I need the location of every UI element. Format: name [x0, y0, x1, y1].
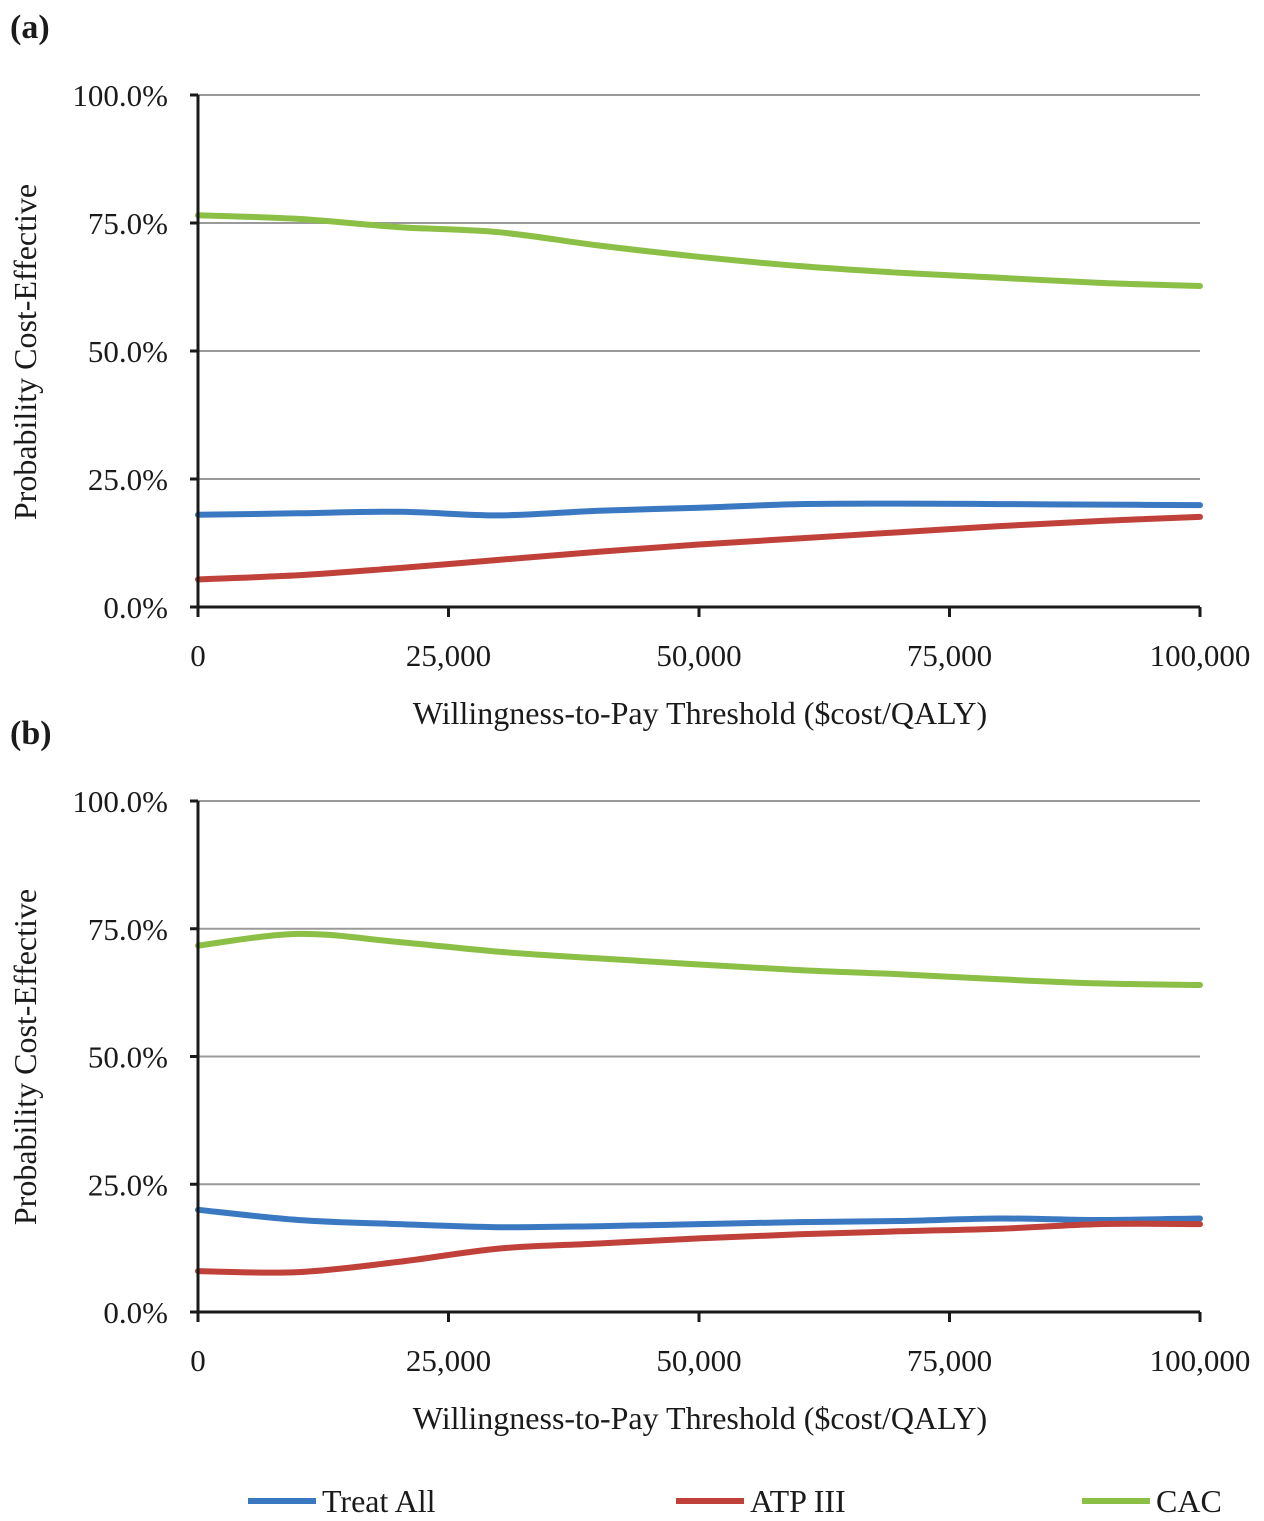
y-tick-label: 0.0% [103, 590, 168, 625]
x-tick-label: 25,000 [406, 638, 491, 673]
y-axis-title: Probability Cost-Effective [7, 889, 43, 1225]
x-tick-label: 50,000 [656, 1343, 741, 1378]
x-axis-title: Willingness-to-Pay Threshold ($cost/QALY… [413, 1400, 987, 1436]
panel-label-b: (b) [10, 715, 52, 752]
series-line-atp-iii [195, 513, 1203, 583]
legend-label-cac: CAC [1156, 1483, 1222, 1519]
y-tick-label: 75.0% [88, 912, 168, 947]
x-tick-label: 0 [190, 638, 206, 673]
legend-label-atp-iii: ATP III [750, 1483, 846, 1519]
series-line-cac [195, 212, 1203, 289]
y-tick-label: 25.0% [88, 462, 168, 497]
y-tick-label: 100.0% [72, 784, 168, 819]
gridlines [198, 800, 1200, 1186]
chart-panel-a: (a) 0.0% 25.0% 50.0% 75.0% 100.0% 0 25,000 50,… [7, 9, 1250, 731]
y-tick-labels: 0.0% 25.0% 50.0% 75.0% 100.0% [72, 784, 168, 1330]
x-tick-label: 75,000 [907, 1343, 992, 1378]
series-lines [195, 212, 1203, 583]
x-tick-label: 100,000 [1150, 1343, 1251, 1378]
x-tick-label: 0 [190, 1343, 206, 1378]
x-tick-label: 75,000 [907, 638, 992, 673]
y-tick-label: 0.0% [103, 1295, 168, 1330]
axes [190, 799, 1202, 1322]
legend-item-atp-iii: ATP III [676, 1483, 846, 1519]
gridlines [198, 94, 1200, 480]
legend: Treat All ATP III CAC [248, 1483, 1222, 1519]
legend-item-cac: CAC [1082, 1483, 1222, 1519]
y-tick-label: 75.0% [88, 206, 168, 241]
axes [190, 93, 1202, 617]
series-line-cac [195, 930, 1203, 988]
series-line-atp-iii [195, 1220, 1203, 1276]
x-tick-labels: 0 25,000 50,000 75,000 100,000 [190, 638, 1250, 673]
series-line-treat-all [195, 500, 1203, 519]
y-tick-label: 50.0% [88, 1040, 168, 1075]
x-tick-label: 100,000 [1150, 638, 1251, 673]
series-line-treat-all [195, 1206, 1203, 1231]
y-tick-labels: 0.0% 25.0% 50.0% 75.0% 100.0% [72, 78, 168, 625]
series-lines [195, 930, 1203, 1276]
x-tick-labels: 0 25,000 50,000 75,000 100,000 [190, 1343, 1250, 1378]
legend-label-treat-all: Treat All [322, 1483, 436, 1519]
legend-item-treat-all: Treat All [248, 1483, 436, 1519]
y-tick-label: 25.0% [88, 1167, 168, 1202]
chart-panel-b: (b) 0.0% 25.0% 50.0% 75.0% 100.0% 0 25,000 50,… [7, 715, 1250, 1436]
x-tick-label: 25,000 [406, 1343, 491, 1378]
panel-label-a: (a) [10, 9, 50, 46]
y-tick-label: 100.0% [72, 78, 168, 113]
y-tick-label: 50.0% [88, 334, 168, 369]
y-axis-title: Probability Cost-Effective [7, 184, 43, 520]
x-axis-title: Willingness-to-Pay Threshold ($cost/QALY… [413, 695, 987, 731]
x-tick-label: 50,000 [656, 638, 741, 673]
